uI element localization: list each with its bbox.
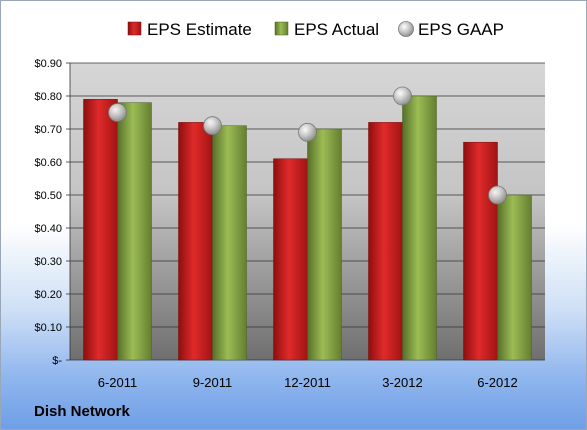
x-tick-label: 9-2011	[193, 375, 233, 390]
y-tick-label: $-	[52, 355, 62, 367]
bar-eps-estimate	[368, 122, 403, 361]
y-tick-label: $0.10	[34, 322, 62, 334]
marker-eps-gaap	[203, 116, 222, 136]
y-tick-label: $0.90	[34, 58, 62, 70]
legend-label-eps-estimate: EPS Estimate	[147, 20, 252, 39]
y-tick-label: $0.40	[34, 223, 62, 235]
y-tick-label: $0.60	[34, 157, 62, 169]
marker-eps-gaap	[393, 86, 412, 106]
legend-swatch-eps-actual	[274, 21, 289, 36]
x-tick-label: 3-2012	[382, 375, 422, 390]
bar-eps-actual	[212, 125, 247, 361]
legend-label-eps-actual: EPS Actual	[294, 20, 379, 39]
marker-eps-gaap	[108, 103, 127, 122]
bar-eps-estimate	[83, 99, 118, 361]
x-tick-label: 6-2011	[98, 375, 138, 390]
marker-eps-gaap	[488, 185, 507, 205]
bar-eps-estimate	[463, 141, 498, 361]
company-name: Dish Network	[34, 403, 130, 420]
bar-eps-estimate	[273, 158, 308, 361]
legend-swatch-eps-gaap	[398, 21, 414, 37]
bar-eps-actual	[117, 102, 152, 361]
bar-eps-actual	[402, 95, 437, 361]
legend-label-eps-gaap: EPS GAAP	[418, 20, 504, 39]
x-tick-label: 6-2012	[477, 375, 517, 390]
y-tick-label: $0.20	[34, 289, 62, 301]
bar-eps-estimate	[178, 122, 213, 361]
marker-eps-gaap	[298, 122, 317, 142]
y-tick-label: $0.50	[34, 190, 62, 202]
y-tick-label: $0.80	[34, 91, 62, 103]
legend-swatch-eps-estimate	[127, 21, 142, 36]
x-tick-label: 12-2011	[284, 375, 331, 390]
y-tick-label: $0.70	[34, 124, 62, 136]
y-tick-label: $0.30	[34, 256, 62, 268]
bar-eps-actual	[307, 128, 342, 361]
bar-eps-actual	[497, 194, 532, 361]
